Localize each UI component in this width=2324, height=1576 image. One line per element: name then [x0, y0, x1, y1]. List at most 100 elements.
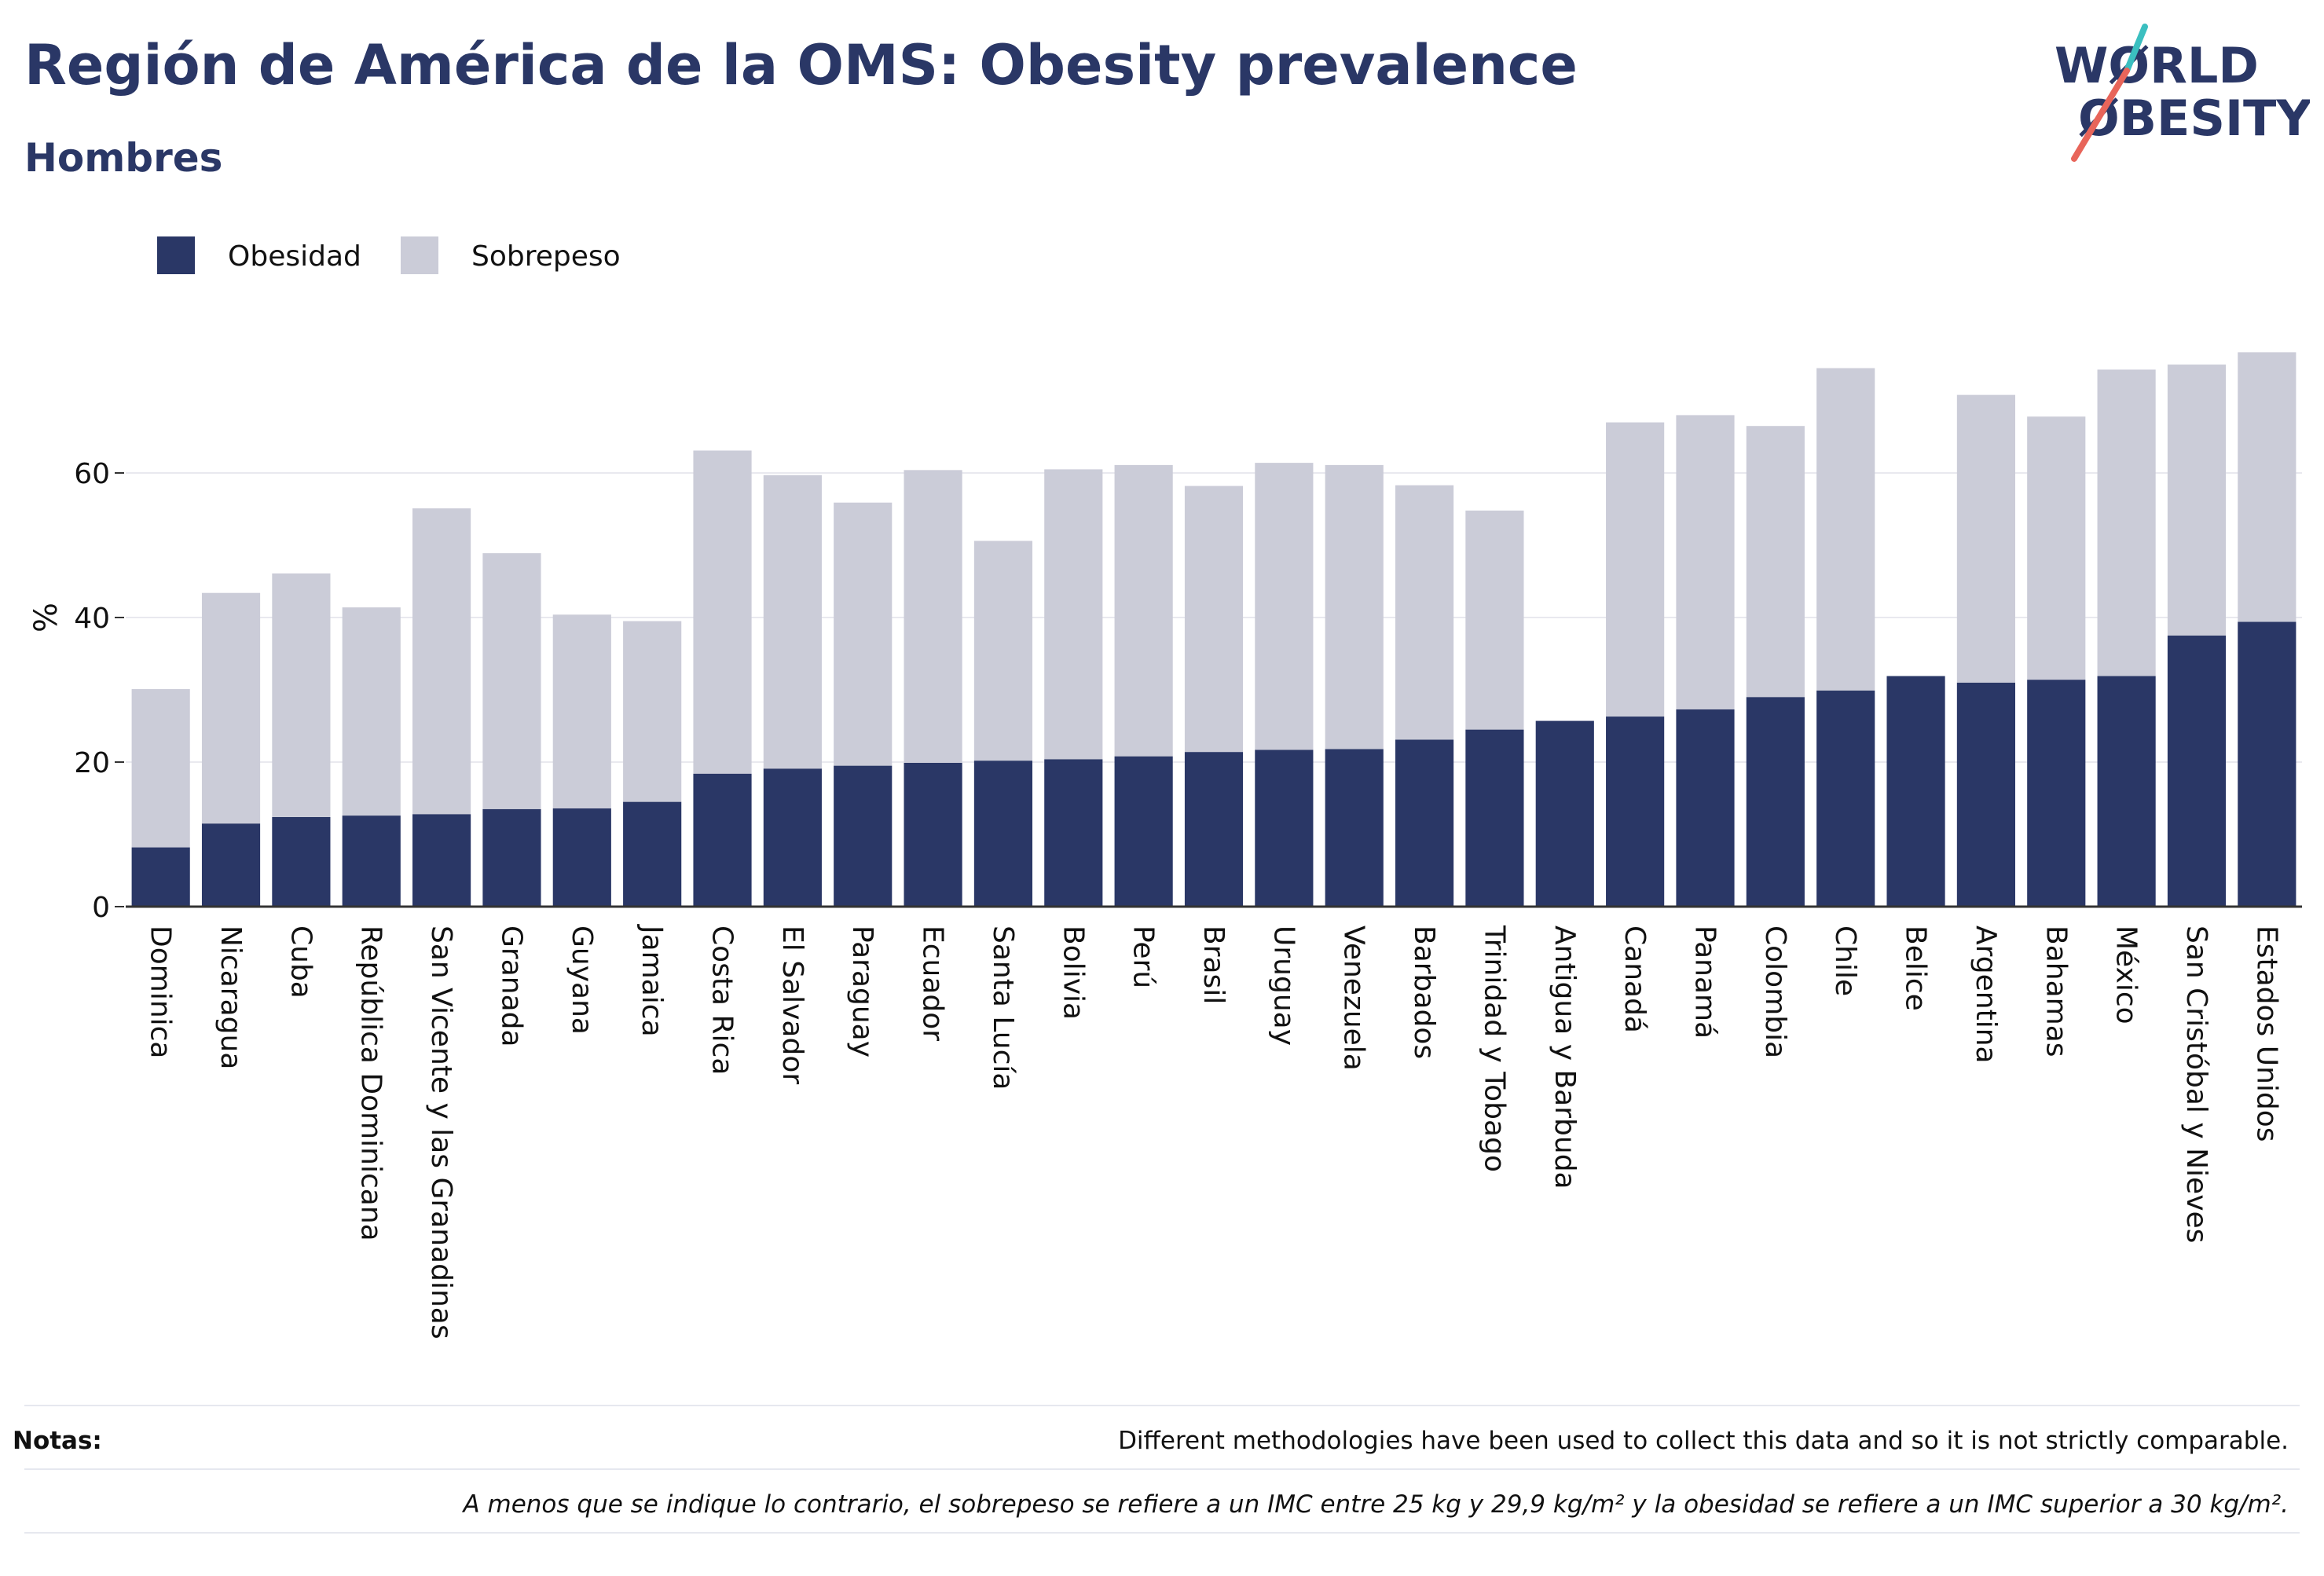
notes-divider-top: [24, 1405, 2300, 1406]
notes-text-1: Different methodologies have been used t…: [1118, 1427, 2289, 1455]
y-axis-label: %: [28, 603, 64, 632]
y-tick-label-0: 0: [92, 892, 110, 924]
x-tick-label-17: Venezuela: [1338, 925, 1370, 1071]
x-tick-label-7: Jamaica: [636, 924, 668, 1037]
x-tick-label-0: Dominica: [145, 925, 177, 1059]
x-tick-label-8: Costa Rica: [706, 925, 739, 1075]
bar-obesidad-12: [973, 761, 1033, 907]
x-tick-label-6: Guyana: [566, 925, 598, 1035]
bar-obesidad-16: [1255, 750, 1314, 907]
bar-obesidad-30: [2238, 621, 2297, 907]
x-tick-label-2: Cuba: [284, 925, 317, 999]
notes-text-2: A menos que se indique lo contrario, el …: [463, 1490, 2289, 1519]
x-tick-label-29: San Cristóbal y Nieves: [2180, 925, 2212, 1243]
bar-obesidad-8: [693, 773, 752, 907]
bar-sobrepeso-26: [1956, 394, 2015, 683]
bar-sobrepeso-2: [272, 573, 331, 817]
legend-swatch-obesidad: [157, 236, 195, 274]
bar-sobrepeso-18: [1395, 485, 1454, 740]
bar-sobrepeso-15: [1184, 486, 1244, 753]
x-tick-label-16: Uruguay: [1267, 925, 1299, 1046]
bar-obesidad-19: [1465, 729, 1524, 907]
bar-obesidad-20: [1535, 720, 1594, 907]
bar-obesidad-7: [623, 801, 682, 907]
notes-label: Notas:: [13, 1427, 102, 1455]
x-tick-label-21: Canadá: [1618, 925, 1651, 1033]
bar-obesidad-22: [1676, 709, 1735, 907]
bar-sobrepeso-12: [973, 541, 1033, 761]
bar-obesidad-5: [482, 808, 541, 907]
bar-obesidad-1: [201, 823, 261, 907]
bar-sobrepeso-6: [552, 614, 611, 808]
x-tick-label-28: México: [2110, 925, 2143, 1024]
logo-slash-teal: [2124, 24, 2148, 74]
x-tick-label-25: Belice: [1900, 925, 1932, 1011]
x-tick-label-13: Bolivia: [1057, 925, 1089, 1020]
bar-obesidad-4: [412, 814, 471, 907]
bar-sobrepeso-29: [2167, 365, 2227, 636]
x-tick-label-4: San Vicente y las Granadinas: [425, 925, 457, 1340]
bar-obesidad-3: [342, 815, 401, 907]
notes-divider-bottom: [24, 1532, 2300, 1534]
bar-sobrepeso-13: [1044, 469, 1103, 760]
x-tick-label-10: Paraguay: [846, 925, 878, 1057]
bar-sobrepeso-19: [1465, 510, 1524, 730]
world-obesity-logo: WØRLD ØBESITY: [2055, 24, 2310, 162]
x-tick-label-24: Chile: [1829, 925, 1861, 996]
bar-obesidad-18: [1395, 739, 1454, 907]
logo-line-2: ØBESITY: [2078, 90, 2310, 147]
x-tick-label-14: Perú: [1127, 925, 1160, 988]
logo-slash-coral: [2071, 68, 2130, 162]
y-tick-label-40: 40: [74, 603, 110, 635]
bar-sobrepeso-30: [2238, 352, 2297, 622]
x-axis: Dominica Nicaragua Cuba República Dominican…: [126, 905, 2302, 1340]
bar-sobrepeso-7: [623, 621, 682, 802]
bar-sobrepeso-0: [131, 689, 190, 848]
y-tick-label-20: 20: [74, 747, 110, 779]
x-tick-label-19: Trinidad y Tobago: [1478, 925, 1510, 1172]
stacked-bar-chart: Obesidad Sobrepeso Dominica Nicaragua Cuba R…: [28, 236, 2302, 1340]
bar-sobrepeso-16: [1255, 463, 1314, 750]
x-tick-label-3: República Dominicana: [355, 925, 387, 1241]
y-axis: 0 20 40 60%: [28, 458, 124, 924]
x-tick-label-26: Argentina: [1970, 925, 2002, 1064]
x-tick-label-12: Santa Lucía: [987, 925, 1019, 1090]
notes-divider-middle: [24, 1468, 2300, 1470]
bar-sobrepeso-1: [201, 592, 261, 824]
bar-sobrepeso-3: [342, 607, 401, 816]
bar-obesidad-17: [1325, 749, 1384, 907]
bar-obesidad-26: [1956, 682, 2015, 907]
chart-title: Región de América de la OMS: Obesity pre…: [24, 33, 1578, 97]
chart-legend: Obesidad Sobrepeso: [157, 236, 621, 274]
bar-sobrepeso-14: [1114, 464, 1173, 757]
bars-group: [131, 352, 2297, 907]
bar-obesidad-23: [1746, 697, 1805, 907]
legend-label-obesidad: Obesidad: [228, 240, 361, 273]
bar-obesidad-6: [552, 808, 611, 907]
bar-obesidad-24: [1816, 690, 1875, 907]
x-tick-label-11: Ecuador: [917, 925, 949, 1041]
bar-sobrepeso-28: [2097, 369, 2156, 676]
chart-subtitle: Hombres: [24, 135, 223, 181]
bar-sobrepeso-17: [1325, 464, 1384, 750]
x-tick-label-20: Antigua y Barbuda: [1549, 925, 1581, 1189]
logo-line-1: WØRLD: [2055, 37, 2259, 94]
y-tick-label-60: 60: [74, 458, 110, 490]
x-tick-label-27: Bahamas: [2040, 925, 2072, 1057]
bar-obesidad-21: [1606, 717, 1665, 907]
x-tick-label-22: Panamá: [1688, 925, 1721, 1039]
x-tick-label-1: Nicaragua: [214, 925, 247, 1069]
bar-sobrepeso-23: [1746, 426, 1805, 698]
bar-obesidad-28: [2097, 676, 2156, 907]
bar-obesidad-10: [834, 765, 893, 907]
legend-label-sobrepeso: Sobrepeso: [471, 240, 621, 273]
bar-sobrepeso-11: [904, 470, 962, 763]
bar-sobrepeso-10: [834, 502, 893, 766]
bar-sobrepeso-24: [1816, 368, 1875, 691]
bar-sobrepeso-9: [763, 475, 822, 769]
bar-obesidad-15: [1184, 752, 1244, 907]
bar-obesidad-25: [1886, 676, 1945, 907]
bar-sobrepeso-27: [2027, 416, 2086, 680]
bar-obesidad-29: [2167, 636, 2227, 907]
bar-obesidad-13: [1044, 759, 1103, 907]
